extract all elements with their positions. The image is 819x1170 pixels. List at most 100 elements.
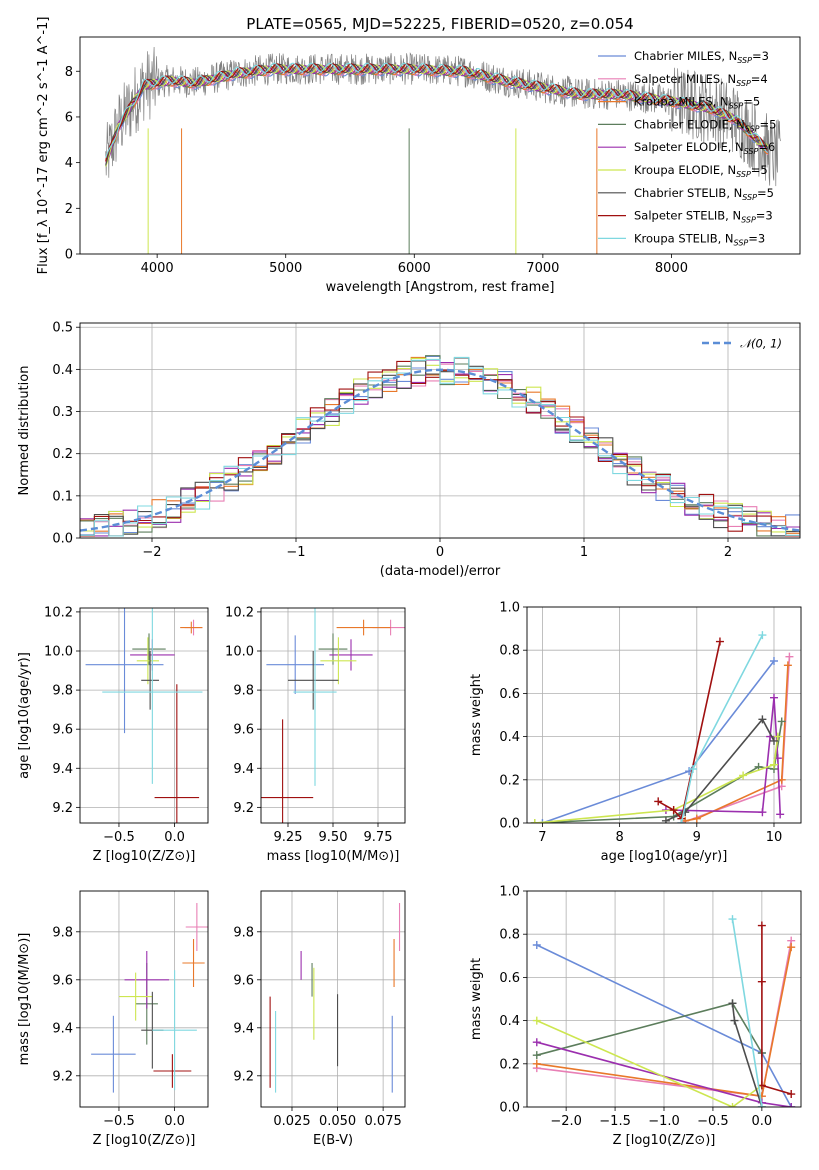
- weight-line: [685, 665, 789, 822]
- weight-marker: [677, 819, 686, 823]
- weight-line: [731, 918, 763, 1107]
- x-tick-label: −0.5: [103, 830, 135, 845]
- y-tick-label: 9.2: [52, 801, 73, 816]
- legend-label: Salpeter STELIB, NSSP=3: [634, 209, 773, 225]
- y-tick-label: 9.8: [52, 684, 73, 699]
- weight-marker: [532, 1051, 541, 1060]
- errorbar-point: [293, 608, 337, 786]
- axes-frame: [260, 607, 406, 824]
- x-tick-label: 0.0: [164, 1114, 185, 1129]
- legend-item: Salpeter ELODIE, NSSP=6: [598, 140, 775, 156]
- x-axis-label: age [log10(age/yr)]: [601, 849, 728, 864]
- panel-mass-weight-vs-Z: −2.0 −1.5 −1.0 −0.5 0.0 0.0 0.2 0.4 0.6 0.8 1.0 Z […: [469, 885, 802, 1148]
- weight-marker: [730, 1016, 739, 1025]
- plot-area: [85, 608, 203, 823]
- x-axis-label: mass [log10(M/M⊙)]: [267, 849, 400, 864]
- weight-marker: [661, 816, 670, 823]
- y-tick-label: 0.4: [499, 1014, 520, 1029]
- weight-marker: [769, 657, 778, 665]
- y-tick-label: 0.4: [499, 730, 520, 745]
- weight-marker: [692, 814, 701, 823]
- weight-line: [665, 697, 781, 815]
- errorbar-point: [288, 651, 339, 710]
- weight-marker: [728, 999, 737, 1008]
- weight-series: [538, 657, 778, 823]
- model-spectrum-line: [105, 66, 769, 163]
- weight-series: [728, 915, 766, 1107]
- y-tick-label: 0.8: [499, 928, 520, 943]
- errorbar-point: [180, 621, 203, 634]
- weight-series: [677, 631, 767, 823]
- weight-marker: [757, 921, 766, 930]
- x-tick-label: 1: [580, 545, 588, 560]
- weight-marker: [715, 637, 724, 646]
- y-tick-label: 0.0: [52, 532, 73, 547]
- y-tick-label: 9.8: [233, 684, 254, 699]
- x-tick-label: −1: [286, 545, 305, 560]
- x-tick-label: 9.75: [364, 830, 393, 845]
- weight-marker: [787, 943, 796, 952]
- weight-line: [761, 925, 792, 1095]
- errorbar-point: [182, 939, 205, 987]
- weight-marker: [758, 631, 767, 640]
- plot-area: [532, 915, 796, 1107]
- model-spectrum-line: [105, 62, 769, 159]
- x-tick-label: −2: [142, 545, 161, 560]
- axes-frame: [526, 606, 802, 824]
- weight-marker: [757, 1103, 766, 1107]
- x-axis-label: Z [log10(Z/Z⊙)]: [93, 1133, 196, 1148]
- spectrum-legend: Chabrier MILES, NSSP=3 Salpeter MILES, NS…: [598, 49, 776, 247]
- panel-age-vs-mass: 9.25 9.50 9.75 9.2 9.4 9.6 9.8 10.0 10.2 mass [lo…: [225, 605, 406, 864]
- errorbar-point: [266, 635, 324, 694]
- figure-title: PLATE=0565, MJD=52225, FIBERID=0520, z=0…: [246, 15, 633, 33]
- histogram-legend: 𝒩(0, 1): [702, 337, 782, 351]
- x-tick-label: 0.0: [752, 1114, 773, 1129]
- errorbar-point: [153, 1054, 192, 1088]
- legend-label: 𝒩(0, 1): [740, 337, 782, 351]
- errorbar-point: [261, 719, 314, 823]
- weight-marker: [532, 1038, 541, 1047]
- x-tick-label: 9: [693, 830, 701, 845]
- errorbar-point: [185, 903, 208, 951]
- weight-marker: [739, 771, 748, 780]
- axes-frame: [79, 36, 801, 255]
- weight-line: [665, 717, 775, 822]
- weight-marker: [783, 661, 792, 670]
- histogram-step-line: [80, 357, 800, 537]
- legend-label: Salpeter ELODIE, NSSP=6: [634, 140, 775, 156]
- x-tick-label: 0.025: [273, 1114, 310, 1129]
- weight-marker: [757, 977, 766, 986]
- y-tick-label: 9.6: [52, 973, 73, 988]
- y-tick-label: 0.0: [499, 817, 520, 832]
- y-axis-label: Flux [f_λ 10^-17 erg cm^-2 s^-1 A^-1]: [36, 17, 51, 275]
- axes-frame: [79, 607, 209, 824]
- x-tick-label: 9.25: [274, 830, 303, 845]
- legend-item: Kroupa MILES, NSSP=5: [598, 95, 760, 111]
- legend-item: Chabrier ELODIE, NSSP=5: [598, 117, 776, 133]
- y-tick-label: 0.2: [52, 447, 73, 462]
- errorbar-point: [320, 637, 357, 685]
- axes-frame: [526, 890, 802, 1108]
- y-axis-label: age [log10(age/yr)]: [17, 652, 32, 779]
- x-tick-label: 0.0: [164, 830, 185, 845]
- x-tick-label: 4000: [141, 261, 174, 276]
- weight-marker: [785, 652, 794, 661]
- y-tick-label: 0.6: [499, 687, 520, 702]
- weight-line: [657, 641, 721, 821]
- x-tick-label: 8000: [655, 261, 688, 276]
- x-tick-label: −1.0: [648, 1114, 680, 1129]
- x-tick-label: 8: [615, 830, 623, 845]
- weight-marker: [532, 1059, 541, 1068]
- weight-marker: [769, 736, 778, 745]
- x-axis-label: E(B-V): [313, 1133, 353, 1148]
- y-tick-label: 9.6: [52, 723, 73, 738]
- weight-series: [530, 717, 786, 823]
- x-tick-label: 0: [436, 545, 444, 560]
- weight-marker: [758, 715, 767, 724]
- histogram-step-line: [80, 357, 800, 537]
- panel-histogram: −2 −1 0 1 2 0.0 0.1 0.2 0.3 0.4 0.5 (data-model)/er…: [17, 321, 801, 579]
- x-tick-label: 7000: [526, 261, 559, 276]
- errorbar-point: [85, 608, 164, 734]
- panel-mass-weight-vs-age: 7 8 9 10 0.0 0.2 0.4 0.6 0.8 1.0 age [log10(age/yr…: [469, 601, 802, 864]
